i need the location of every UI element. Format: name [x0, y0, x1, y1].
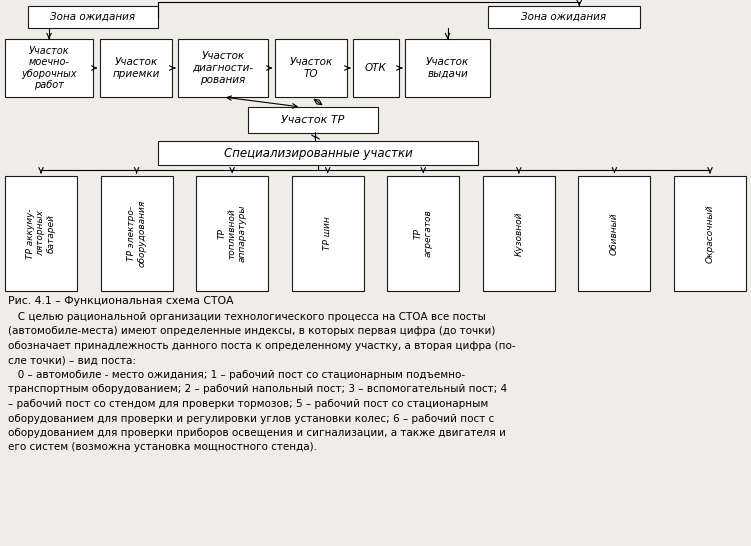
Bar: [405, 39, 490, 97]
Text: ТР электро-
оборудования: ТР электро- оборудования: [127, 200, 146, 267]
Bar: [578, 176, 650, 291]
Bar: [28, 6, 158, 28]
Text: Кузовной: Кузовной: [514, 211, 523, 256]
Bar: [101, 176, 173, 291]
Bar: [5, 176, 77, 291]
Bar: [483, 176, 555, 291]
Text: его систем (возможна установка мощностного стенда).: его систем (возможна установка мощностно…: [8, 442, 317, 453]
Text: (автомобиле-места) имеют определенные индексы, в которых первая цифра (до точки): (автомобиле-места) имеют определенные ин…: [8, 327, 496, 336]
Text: Рис. 4.1 – Функциональная схема СТОА: Рис. 4.1 – Функциональная схема СТОА: [8, 296, 234, 306]
Text: 0 – автомобиле - место ожидания; 1 – рабочий пост со стационарным подъемно-: 0 – автомобиле - место ожидания; 1 – раб…: [8, 370, 465, 380]
Bar: [5, 39, 93, 97]
Bar: [178, 39, 268, 97]
Text: Зона ожидания: Зона ожидания: [50, 12, 136, 22]
Bar: [196, 176, 268, 291]
Bar: [353, 39, 399, 97]
Text: транспортным оборудованием; 2 – рабочий напольный пост; 3 – вспомогательный пост: транспортным оборудованием; 2 – рабочий …: [8, 384, 507, 395]
Text: Окрасочный: Окрасочный: [705, 204, 714, 263]
Text: Специализированные участки: Специализированные участки: [224, 146, 412, 159]
Text: ТР
топливной
аппаратуры: ТР топливной аппаратуры: [217, 205, 247, 262]
Text: ТР шин: ТР шин: [323, 217, 332, 251]
Bar: [291, 176, 363, 291]
Text: Участок
диагности-
рования: Участок диагности- рования: [192, 51, 254, 85]
Bar: [158, 141, 478, 165]
Text: Участок ТР: Участок ТР: [282, 115, 345, 125]
Text: ОТК: ОТК: [365, 63, 387, 73]
Text: ТР аккуму-
ляторных
батарей: ТР аккуму- ляторных батарей: [26, 208, 56, 259]
Text: сле точки) – вид поста:: сле точки) – вид поста:: [8, 355, 136, 365]
Text: ТР
агрегатов: ТР агрегатов: [414, 210, 433, 257]
Bar: [488, 6, 640, 28]
Text: Обивный: Обивный: [610, 212, 619, 255]
Text: – рабочий пост со стендом для проверки тормозов; 5 – рабочий пост со стационарны: – рабочий пост со стендом для проверки т…: [8, 399, 488, 409]
Text: Участок
выдачи: Участок выдачи: [426, 57, 469, 79]
Bar: [100, 39, 172, 97]
Text: оборудованием для проверки и регулировки углов установки колес; 6 – рабочий пост: оборудованием для проверки и регулировки…: [8, 413, 494, 424]
Bar: [388, 176, 460, 291]
Text: обозначает принадлежность данного поста к определенному участку, а вторая цифра : обозначает принадлежность данного поста …: [8, 341, 516, 351]
Text: С целью рациональной организации технологического процесса на СТОА все посты: С целью рациональной организации техноло…: [8, 312, 486, 322]
Bar: [674, 176, 746, 291]
Text: оборудованием для проверки приборов освещения и сигнализации, а также двигателя : оборудованием для проверки приборов осве…: [8, 428, 506, 438]
Text: Зона ожидания: Зона ожидания: [521, 12, 607, 22]
Text: Участок
моечно-
уборочных
работ: Участок моечно- уборочных работ: [21, 46, 77, 91]
Bar: [248, 107, 378, 133]
Text: Участок
приемки: Участок приемки: [113, 57, 160, 79]
Bar: [275, 39, 347, 97]
Text: Участок
ТО: Участок ТО: [289, 57, 333, 79]
